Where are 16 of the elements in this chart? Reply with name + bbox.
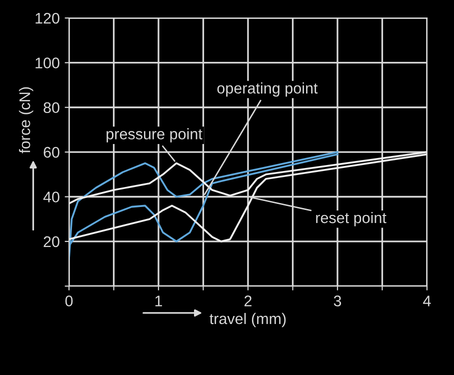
- x-tick-label: 0: [65, 296, 73, 306]
- x-tick-label: 2: [244, 296, 252, 306]
- annotation: operating point: [217, 82, 318, 97]
- x-axis-title: travel (mm): [210, 312, 286, 328]
- y-tick-label: 120: [36, 12, 60, 24]
- y-tick-label: 40: [43, 192, 60, 202]
- annotation: pressure point: [106, 128, 202, 142]
- y-axis-title: force (cN): [18, 87, 34, 154]
- y-tick-label: 20: [44, 236, 60, 248]
- x-tick-label: 1: [155, 296, 162, 306]
- y-tick-label: 60: [44, 146, 60, 158]
- x-tick-label: 4: [423, 296, 431, 306]
- y-tick-label: 80: [44, 102, 60, 114]
- annotation: reset point: [316, 212, 386, 226]
- y-tick-label: 100: [36, 58, 60, 68]
- x-tick-label: 3: [334, 296, 342, 306]
